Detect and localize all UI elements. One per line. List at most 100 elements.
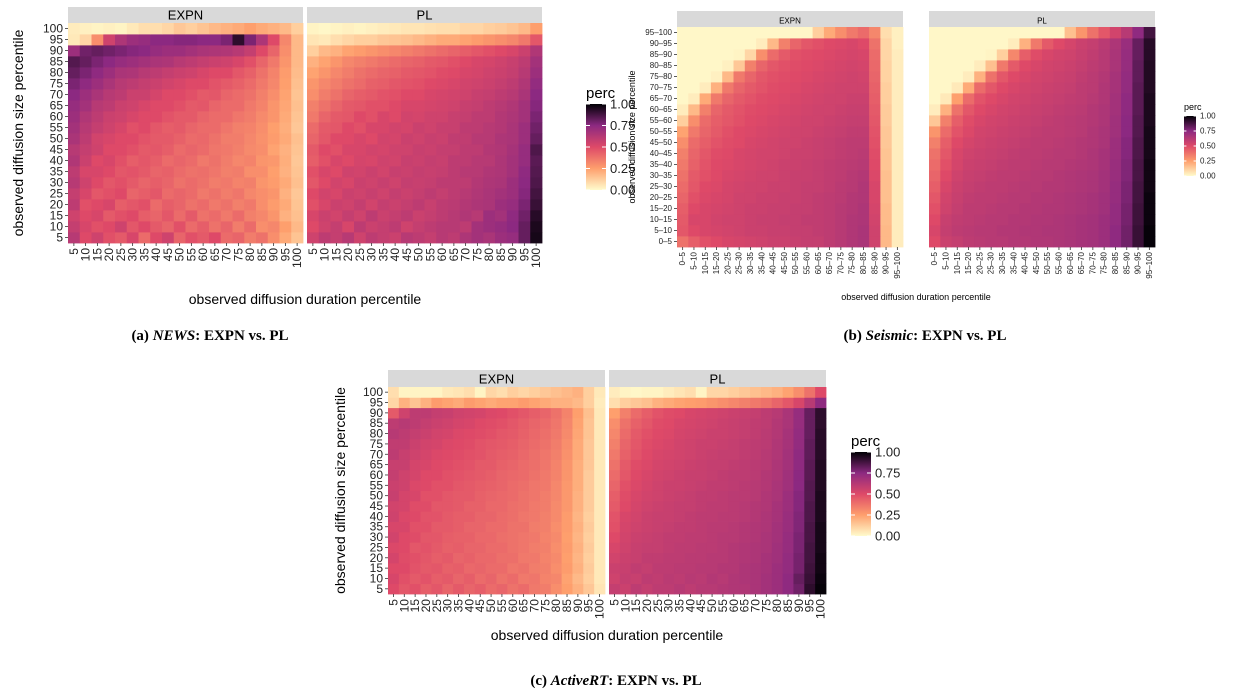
heatmap-cell bbox=[291, 34, 304, 46]
heatmap-cell bbox=[739, 562, 751, 574]
heatmap-cell bbox=[812, 214, 825, 226]
heatmap-cell bbox=[782, 490, 794, 502]
heatmap-cell bbox=[688, 27, 700, 39]
heatmap-cell bbox=[1042, 225, 1054, 237]
heatmap-cell bbox=[728, 449, 740, 460]
heatmap-cell bbox=[330, 67, 343, 79]
heatmap-cell bbox=[389, 155, 402, 167]
heatmap-cell bbox=[684, 583, 697, 595]
x-tick-label: 15 bbox=[329, 248, 343, 262]
heatmap-cell bbox=[453, 387, 465, 398]
heatmap-cell bbox=[750, 511, 762, 522]
heatmap-cell bbox=[448, 56, 461, 68]
heatmap-cell bbox=[728, 387, 740, 398]
heatmap-cell bbox=[674, 459, 686, 471]
heatmap-cell bbox=[126, 78, 139, 90]
heatmap-cell bbox=[823, 192, 836, 204]
heatmap-cell bbox=[220, 232, 233, 244]
heatmap-cell bbox=[1087, 27, 1099, 39]
heatmap-cell bbox=[594, 583, 606, 595]
heatmap-cell bbox=[377, 188, 390, 200]
heatmap-cell bbox=[778, 203, 791, 215]
heatmap-cell bbox=[79, 144, 92, 156]
x-tick-label: 85–90 bbox=[870, 251, 879, 274]
heatmap-cell bbox=[256, 45, 269, 57]
heatmap-cell bbox=[483, 111, 496, 123]
heatmap-cell bbox=[699, 126, 712, 138]
heatmap-cell bbox=[652, 438, 664, 450]
heatmap-cell bbox=[1030, 225, 1043, 237]
heatmap-cell bbox=[365, 67, 378, 79]
heatmap-cell bbox=[951, 126, 964, 138]
heatmap-cell bbox=[496, 459, 508, 471]
heatmap-cell bbox=[431, 552, 443, 564]
heatmap-cell bbox=[609, 552, 621, 564]
heatmap-cell bbox=[354, 188, 367, 200]
heatmap-cell bbox=[1030, 115, 1043, 127]
y-tick-label: 25 bbox=[50, 187, 64, 201]
legend-tick-label: 0.00 bbox=[610, 183, 635, 198]
heatmap-cell bbox=[342, 67, 355, 79]
heatmap-cell bbox=[869, 93, 881, 105]
heatmap-cell bbox=[801, 192, 813, 204]
heatmap-cell bbox=[1087, 159, 1099, 171]
heatmap-cell bbox=[793, 438, 805, 450]
heatmap-cell bbox=[710, 192, 723, 204]
heatmap-cell bbox=[857, 126, 870, 138]
heatmap-cell bbox=[68, 133, 81, 145]
heatmap-cell bbox=[793, 469, 805, 481]
heatmap-cell bbox=[793, 480, 805, 491]
heatmap-cell bbox=[750, 583, 762, 595]
y-tick-label: 40–45 bbox=[650, 149, 673, 158]
heatmap-cell bbox=[103, 23, 116, 35]
x-tick-label: 60 bbox=[727, 599, 741, 613]
heatmap-cell bbox=[530, 177, 543, 189]
heatmap-cell bbox=[790, 38, 802, 50]
heatmap-cell bbox=[550, 438, 562, 450]
heatmap-cell bbox=[782, 428, 794, 440]
heatmap-cell bbox=[244, 177, 257, 189]
heatmap-cell bbox=[778, 115, 791, 127]
heatmap-cell bbox=[507, 387, 519, 398]
heatmap-cell bbox=[1132, 137, 1145, 149]
heatmap-cell bbox=[1064, 126, 1077, 138]
heatmap-cell bbox=[771, 542, 783, 553]
x-tick-label: 70 bbox=[459, 248, 473, 262]
heatmap-cell bbox=[1087, 49, 1099, 61]
caption-dataset-name: ActiveRT bbox=[550, 673, 609, 689]
heatmap-cell bbox=[138, 78, 151, 90]
heatmap-cell bbox=[496, 562, 508, 574]
heatmap-cell bbox=[710, 214, 723, 226]
heatmap-cell bbox=[778, 236, 791, 248]
heatmap-cell bbox=[412, 56, 425, 68]
heatmap-cell bbox=[398, 531, 411, 543]
heatmap-cell bbox=[760, 521, 773, 533]
heatmap-cell bbox=[663, 438, 675, 450]
y-tick-label: 95 bbox=[50, 33, 64, 47]
heatmap-cell bbox=[474, 407, 487, 419]
heatmap-cell bbox=[880, 225, 893, 237]
heatmap-cell bbox=[857, 225, 870, 237]
heatmap-cell bbox=[232, 45, 245, 57]
heatmap-cell bbox=[424, 199, 437, 211]
heatmap-cell bbox=[485, 521, 497, 533]
heatmap-cell bbox=[436, 232, 449, 244]
heatmap-cell bbox=[782, 500, 794, 512]
heatmap-cell bbox=[750, 418, 762, 429]
heatmap-cell bbox=[365, 144, 378, 156]
legend-tick-label: 0.25 bbox=[875, 508, 900, 523]
heatmap-cell bbox=[750, 521, 762, 533]
heatmap-cell bbox=[760, 387, 773, 398]
heatmap-cell bbox=[529, 531, 541, 543]
heatmap-cell bbox=[483, 221, 496, 233]
heatmap-cell bbox=[115, 34, 128, 46]
heatmap-cell bbox=[706, 531, 718, 543]
heatmap-cell bbox=[583, 480, 595, 491]
heatmap-cell bbox=[442, 428, 454, 440]
heatmap-cell bbox=[307, 144, 320, 156]
heatmap-cell bbox=[835, 49, 847, 61]
heatmap-cell bbox=[717, 573, 729, 585]
heatmap-cell bbox=[495, 56, 508, 68]
heatmap-cell bbox=[518, 511, 530, 522]
heatmap-cell bbox=[412, 155, 425, 167]
